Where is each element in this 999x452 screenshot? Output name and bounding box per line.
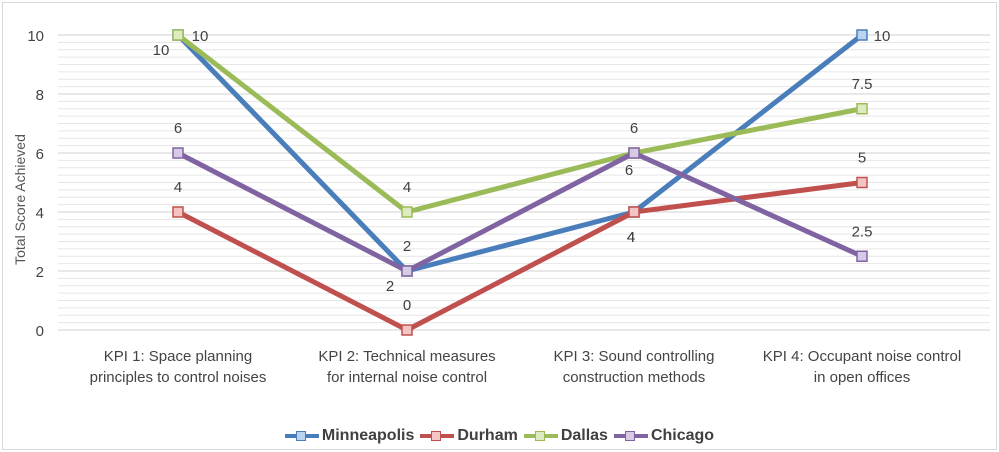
legend-item-chicago: Chicago xyxy=(613,427,715,445)
legend-item-minneapolis: Minneapolis xyxy=(284,427,415,445)
data-label: 0 xyxy=(403,297,411,314)
x-category-label: KPI 1: Space planning principles to contr… xyxy=(90,348,267,386)
legend-item-dallas: Dallas xyxy=(523,427,608,445)
legend-label: Minneapolis xyxy=(321,427,415,444)
y-tick-label: 8 xyxy=(36,87,44,104)
data-label: 10 xyxy=(153,42,170,59)
data-label: 2.5 xyxy=(852,223,873,240)
data-label: 6 xyxy=(630,120,638,137)
data-point xyxy=(401,206,413,218)
data-label: 4 xyxy=(627,229,635,246)
series-chicago xyxy=(172,147,868,277)
data-point xyxy=(172,147,184,159)
data-label: 5 xyxy=(858,150,866,167)
legend: Minneapolis Durham Dallas Chicago xyxy=(0,427,999,445)
data-label: 4 xyxy=(174,179,182,196)
legend-swatch xyxy=(284,431,319,441)
data-label: 10 xyxy=(192,28,209,45)
data-point xyxy=(172,206,184,218)
data-label: 4 xyxy=(627,229,635,246)
data-label: 7.5 xyxy=(852,76,873,93)
legend-label: Dallas xyxy=(560,427,608,444)
y-tick-label: 10 xyxy=(27,28,44,45)
data-point xyxy=(401,324,413,336)
x-category-label: KPI 3: Sound controlling construction met… xyxy=(554,348,715,386)
legend-label: Chicago xyxy=(650,427,715,444)
data-label: 6 xyxy=(625,162,633,179)
data-label: 6 xyxy=(174,120,182,137)
series-line xyxy=(175,32,865,215)
data-point xyxy=(856,103,868,115)
gridlines xyxy=(58,34,990,331)
y-tick-label: 2 xyxy=(36,264,44,281)
legend-swatch xyxy=(613,431,648,441)
data-point xyxy=(628,206,640,218)
data-point xyxy=(856,29,868,41)
data-label: 4 xyxy=(403,179,411,196)
y-tick-label: 6 xyxy=(36,146,44,163)
data-point xyxy=(628,147,640,159)
data-label: 2 xyxy=(386,278,394,295)
y-tick-label: 4 xyxy=(36,205,44,222)
x-category-label: KPI 2: Technical measures for internal no… xyxy=(318,348,495,386)
legend-swatch xyxy=(523,431,558,441)
series-line xyxy=(175,150,865,274)
x-category-label: KPI 4: Occupant noise control in open off… xyxy=(763,348,961,386)
data-point xyxy=(856,176,868,189)
data-point xyxy=(172,29,184,41)
legend-label: Durham xyxy=(457,427,518,444)
data-label: 10 xyxy=(874,28,891,45)
series-line xyxy=(175,180,865,333)
series-line xyxy=(175,32,865,274)
data-label: 2 xyxy=(403,238,411,255)
data-point xyxy=(856,250,868,262)
data-point xyxy=(401,265,413,277)
y-tick-label: 0 xyxy=(36,323,44,340)
legend-item-durham: Durham xyxy=(420,427,518,445)
y-axis-label: Total Score Achieved xyxy=(12,134,28,265)
legend-swatch xyxy=(420,431,455,441)
series-durham xyxy=(172,176,868,336)
